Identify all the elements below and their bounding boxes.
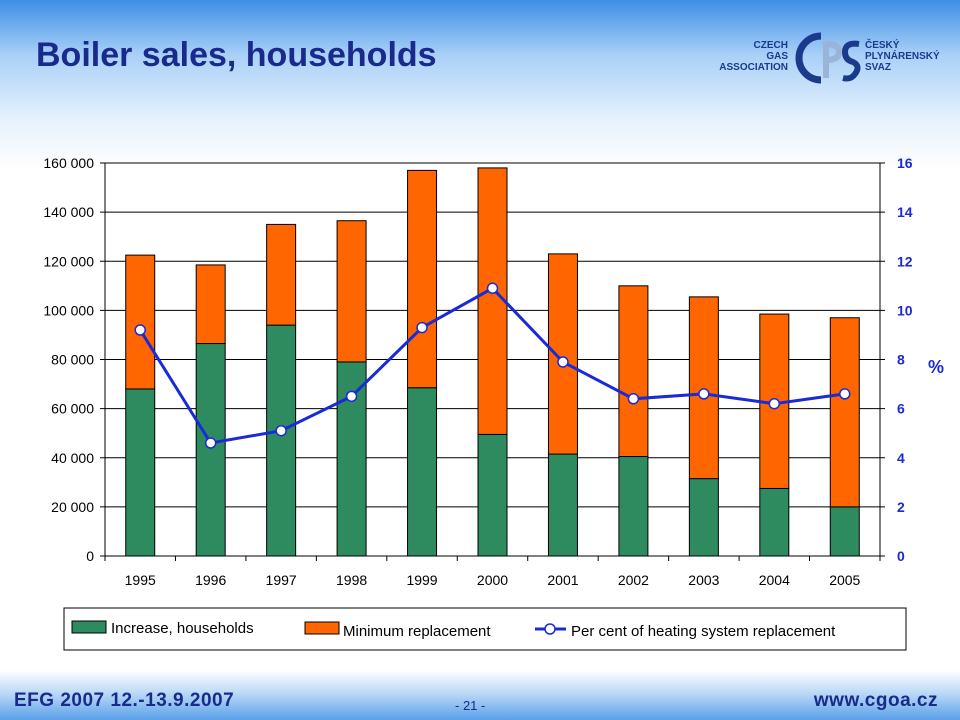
bar-minimum-replacement (618, 285, 649, 458)
right-axis-tick-label: 2 (897, 499, 905, 515)
legend-swatch-increase (71, 620, 107, 634)
line-point (486, 282, 499, 295)
logo-text-line: GAS (766, 51, 788, 62)
slide-title: Boiler sales, households (36, 36, 437, 74)
x-axis-tick-label: 2002 (618, 572, 649, 588)
legend-label-replacement: Minimum replacement (343, 623, 491, 640)
x-axis-tick-label: 1996 (195, 572, 226, 588)
logo-text-czech: ČESKÝ PLYNÁRENSKÝ SVAZ (865, 40, 955, 73)
bar-minimum-replacement (477, 167, 508, 435)
logo-text-line: SVAZ (865, 62, 891, 73)
line-point (839, 388, 851, 400)
logo-text-line: ČESKÝ (865, 40, 900, 51)
legend-label-percent: Per cent of heating system replacement (571, 623, 836, 640)
right-axis-tick-label: 8 (897, 352, 905, 368)
line-point (416, 321, 428, 334)
left-axis-tick-label: 100 000 (43, 302, 94, 318)
left-axis-tick-label: 60 000 (51, 401, 94, 417)
legend-label-increase: Increase, households (111, 620, 254, 637)
logo-text-line: CZECH (753, 40, 788, 51)
right-axis-tick-label: 14 (897, 204, 913, 220)
bar-increase-households (266, 324, 297, 557)
x-axis-tick-label: 1999 (406, 572, 437, 588)
left-axis-tick-label: 80 000 (51, 352, 94, 368)
right-axis-tick-label: 16 (897, 155, 913, 171)
left-axis-tick-label: 20 000 (51, 499, 94, 515)
cps-logo-mark (795, 32, 861, 84)
footer-event-text: EFG 2007 12.-13.9.2007 (14, 690, 235, 711)
bar-minimum-replacement (125, 254, 156, 390)
bar-increase-households (829, 506, 860, 557)
cgoa-logo: CZECH GAS ASSOCIATION ČESKÝ PLYNÁRENSKÝ … (715, 30, 955, 88)
right-axis-label: % (928, 357, 944, 377)
bar-increase-households (688, 478, 719, 557)
bar-increase-households (125, 388, 156, 557)
logo-text-english: CZECH GAS ASSOCIATION (715, 40, 788, 73)
x-axis-tick-label: 2004 (759, 572, 790, 588)
left-axis-tick-label: 140 000 (43, 204, 94, 220)
x-axis-tick-label: 2003 (688, 572, 719, 588)
bar-minimum-replacement (547, 253, 578, 455)
bar-increase-households (195, 343, 226, 557)
footer-band (0, 670, 960, 720)
bar-minimum-replacement (407, 169, 438, 389)
x-axis-tick-label: 1997 (266, 572, 297, 588)
x-axis-tick-label: 2005 (829, 572, 860, 588)
x-axis-tick-label: 1998 (336, 572, 367, 588)
bar-minimum-replacement (336, 220, 367, 363)
bar-minimum-replacement (266, 223, 297, 326)
logo-text-line: PLYNÁRENSKÝ (865, 51, 940, 62)
bar-minimum-replacement (688, 296, 719, 480)
bar-increase-households (547, 453, 578, 557)
legend-marker-percent (544, 623, 556, 635)
right-axis-tick-label: 12 (897, 253, 913, 269)
left-axis-tick-label: 160 000 (43, 155, 94, 171)
line-point (275, 424, 287, 437)
footer-url-link[interactable]: www.cgoa.cz (813, 690, 938, 711)
bar-minimum-replacement (829, 317, 860, 508)
bar-increase-households (407, 387, 438, 557)
bar-increase-households (759, 487, 790, 557)
right-axis-tick-label: 0 (897, 548, 905, 564)
right-axis-tick-label: 10 (897, 302, 913, 318)
right-axis-tick-label: 4 (897, 450, 905, 466)
right-axis-tick-label: 6 (897, 401, 905, 417)
bar-increase-households (618, 456, 649, 557)
line-point (698, 388, 710, 400)
bar-increase-households (477, 433, 508, 557)
x-axis-tick-label: 2001 (547, 572, 578, 588)
x-axis-tick-label: 2000 (477, 572, 508, 588)
logo-text-line: ASSOCIATION (719, 62, 788, 73)
line-point (134, 324, 146, 336)
left-axis-tick-label: 0 (86, 548, 94, 564)
page-number: - 21 - (455, 698, 486, 713)
line-point (627, 393, 640, 405)
line-point (557, 356, 569, 368)
line-point (768, 397, 781, 410)
boiler-sales-chart: 0 20 000 40 000 60 000 80 000 100 000 120 000 1… (43, 155, 944, 651)
legend-swatch-replacement (304, 621, 340, 635)
bar-minimum-replacement (195, 264, 226, 345)
legend-box (63, 607, 907, 651)
line-point (345, 390, 358, 403)
left-axis-tick-label: 40 000 (51, 450, 94, 466)
line-point (204, 437, 217, 449)
x-axis-tick-label: 1995 (125, 572, 156, 588)
left-axis-tick-label: 120 000 (43, 253, 94, 269)
